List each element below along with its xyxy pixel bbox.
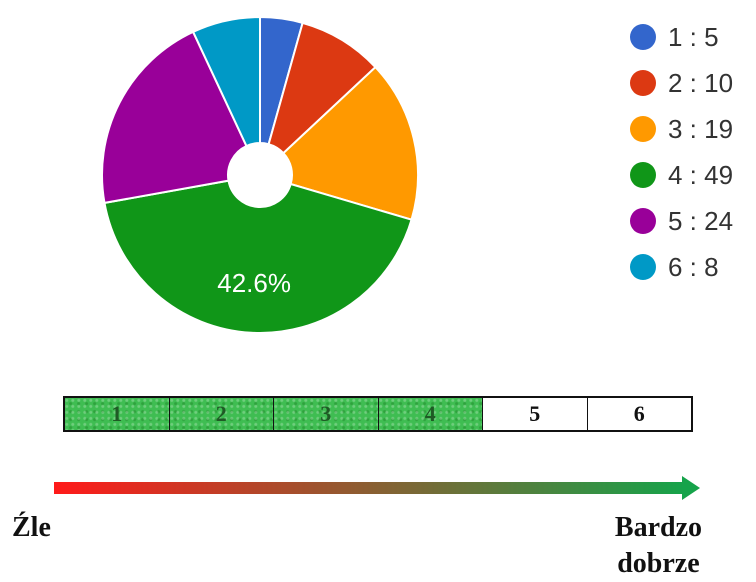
legend-swatch xyxy=(630,162,656,188)
axis-label-very-good-line1: Bardzo xyxy=(614,512,702,543)
axis-label-very-good: Bardzo dobrze xyxy=(615,510,702,582)
pie-slice-4 xyxy=(103,179,413,334)
legend: 1 : 5 2 : 10 3 : 19 4 : 49 5 : 24 6 : 8 xyxy=(630,14,733,290)
legend-item-4: 4 : 49 xyxy=(630,152,733,198)
slice-label-4: 42.6% xyxy=(217,268,291,298)
pie-slice-2 xyxy=(267,21,377,155)
legend-item-3: 3 : 19 xyxy=(630,106,733,152)
axis-label-very-good-line2: dobrze xyxy=(617,548,700,579)
pie-slice-6 xyxy=(191,15,261,148)
legend-item-2: 2 : 10 xyxy=(630,60,733,106)
legend-label: 6 : 8 xyxy=(668,251,719,282)
legend-label: 3 : 19 xyxy=(668,113,734,144)
legend-swatch xyxy=(630,208,656,234)
arrow-head xyxy=(682,476,700,500)
legend-swatch xyxy=(630,24,656,50)
legend-label: 5 : 24 xyxy=(668,205,734,236)
legend-item-1: 1 : 5 xyxy=(630,14,733,60)
axis-label-bad: Źle xyxy=(12,512,51,543)
legend-label: 1 : 5 xyxy=(668,21,719,52)
scale-cell-2: 2 xyxy=(168,398,273,430)
pie-chart: 42.6% xyxy=(101,15,419,334)
pie-slice-3 xyxy=(281,65,419,221)
legend-label: 4 : 49 xyxy=(668,159,734,190)
scale-cell-5: 5 xyxy=(482,398,587,430)
legend-swatch xyxy=(630,70,656,96)
legend-label: 2 : 10 xyxy=(668,67,734,98)
arrow-shaft xyxy=(54,482,684,494)
pie-slice-5 xyxy=(101,30,248,205)
legend-swatch xyxy=(630,116,656,142)
legend-item-6: 6 : 8 xyxy=(630,244,733,290)
scale-cell-1: 1 xyxy=(65,398,169,430)
scale-cell-4: 4 xyxy=(377,398,482,430)
legend-swatch xyxy=(630,254,656,280)
rating-arrow xyxy=(54,476,700,500)
scale-cell-3: 3 xyxy=(273,398,378,430)
legend-item-5: 5 : 24 xyxy=(630,198,733,244)
scale-cell-6: 6 xyxy=(586,398,691,430)
